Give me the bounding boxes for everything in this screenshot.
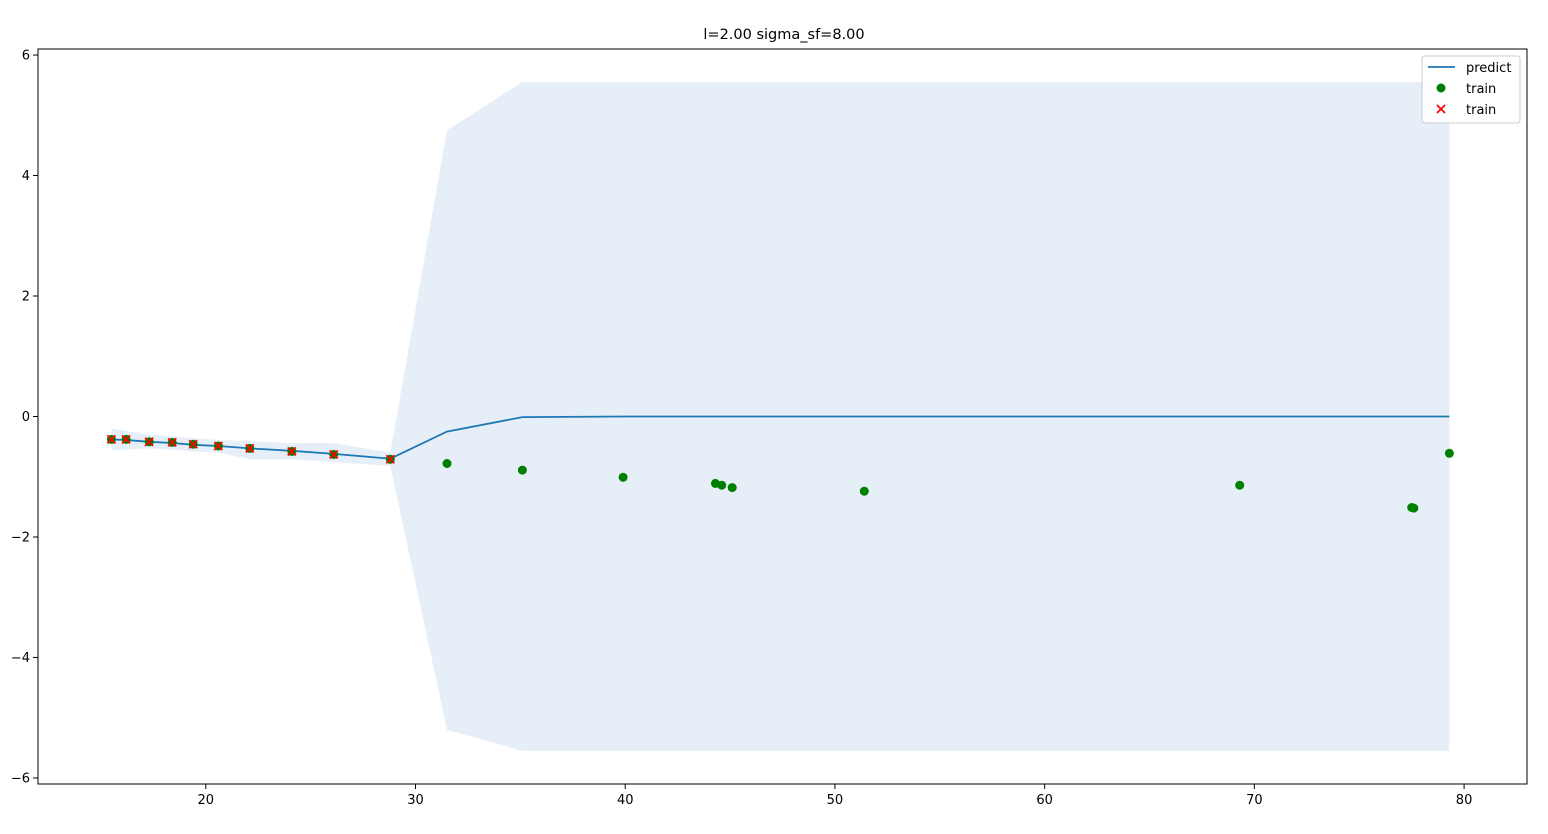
y-tick-label: 0 xyxy=(22,410,30,425)
train-point xyxy=(442,459,452,468)
train-cross xyxy=(385,454,395,464)
x-tick-label: 50 xyxy=(827,793,844,808)
train-point xyxy=(1444,448,1454,458)
y-tick-label: −6 xyxy=(11,771,30,786)
y-tick-label: −4 xyxy=(11,651,30,666)
x-tick-label: 80 xyxy=(1456,793,1473,808)
legend-box xyxy=(1421,55,1521,124)
plot-area xyxy=(106,82,1454,751)
legend-label-train-dots: train xyxy=(1466,82,1496,97)
y-tick-label: 6 xyxy=(22,49,30,64)
train-point xyxy=(618,472,628,482)
train-cross xyxy=(329,449,339,460)
train-cross xyxy=(245,443,255,454)
x-tick-label: 70 xyxy=(1246,793,1263,808)
train-cross xyxy=(287,446,297,457)
train-cross xyxy=(188,439,198,449)
train-point xyxy=(727,483,737,493)
train-point xyxy=(859,486,869,496)
train-cross xyxy=(106,434,117,445)
train-point xyxy=(717,480,727,490)
y-tick-label: 2 xyxy=(22,290,30,305)
legend-train-dot-swatch xyxy=(1436,83,1446,93)
train-cross xyxy=(167,437,177,448)
x-tick-label: 40 xyxy=(617,793,634,808)
x-tick-label: 60 xyxy=(1036,793,1053,808)
legend: predict train train xyxy=(1421,55,1521,124)
y-tick-label: −2 xyxy=(11,530,30,545)
train-cross xyxy=(144,437,154,447)
train-point xyxy=(1235,480,1245,490)
axis-ticks: 20 30 40 50 60 70 80 −6 −4 −2 0 2 4 6 xyxy=(11,49,1473,808)
legend-train-cross-swatch xyxy=(1436,104,1446,114)
legend-label-predict: predict xyxy=(1466,61,1511,76)
y-tick-label: 4 xyxy=(22,169,30,184)
x-tick-label: 20 xyxy=(198,793,215,808)
train-point xyxy=(1409,503,1419,513)
legend-label-train-crosses: train xyxy=(1466,103,1496,118)
train-point xyxy=(517,465,527,475)
chart-title: l=2.00 sigma_sf=8.00 xyxy=(703,27,864,43)
x-tick-label: 30 xyxy=(407,793,424,808)
train-cross xyxy=(213,441,223,451)
train-cross xyxy=(121,434,131,445)
